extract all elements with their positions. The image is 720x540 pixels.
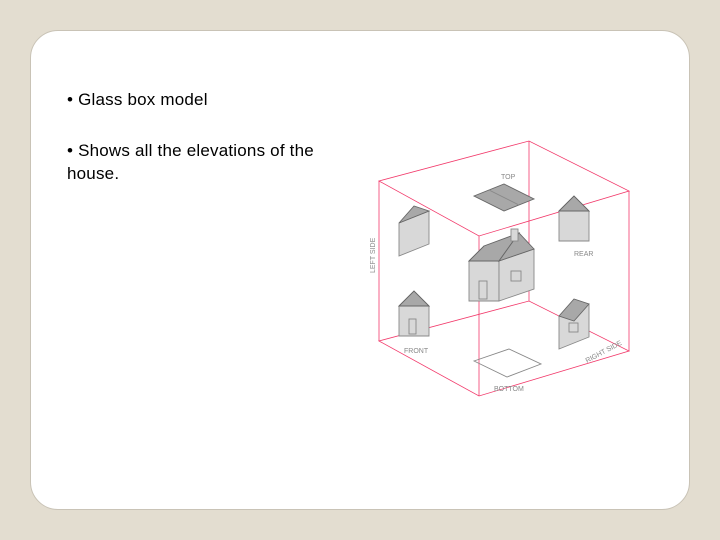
text-column: • Glass box model • Shows all the elevat… (67, 71, 327, 469)
bullet-1-text: Glass box model (78, 90, 208, 109)
rear-elevation: REAR (559, 196, 593, 258)
label-left-side: LEFT SIDE (370, 237, 377, 273)
top-elevation: TOP (474, 174, 534, 211)
label-top: TOP (501, 174, 516, 181)
bullet-2-text: Shows all the elevations of the house. (67, 141, 314, 183)
slide-card: • Glass box model • Shows all the elevat… (30, 30, 690, 510)
label-bottom: BOTTOM (494, 386, 524, 393)
bullet-1: • Glass box model (67, 89, 327, 112)
label-right-side: RIGHT SIDE (585, 340, 624, 365)
label-rear: REAR (574, 251, 593, 258)
bottom-elevation: BOTTOM (474, 349, 541, 393)
front-elevation: FRONT (399, 291, 429, 355)
bullet-2: • Shows all the elevations of the house. (67, 140, 327, 186)
glass-box-diagram: FRONT RIGHT SIDE LEFT SIDE REAR (319, 101, 659, 441)
label-front: FRONT (404, 348, 429, 355)
